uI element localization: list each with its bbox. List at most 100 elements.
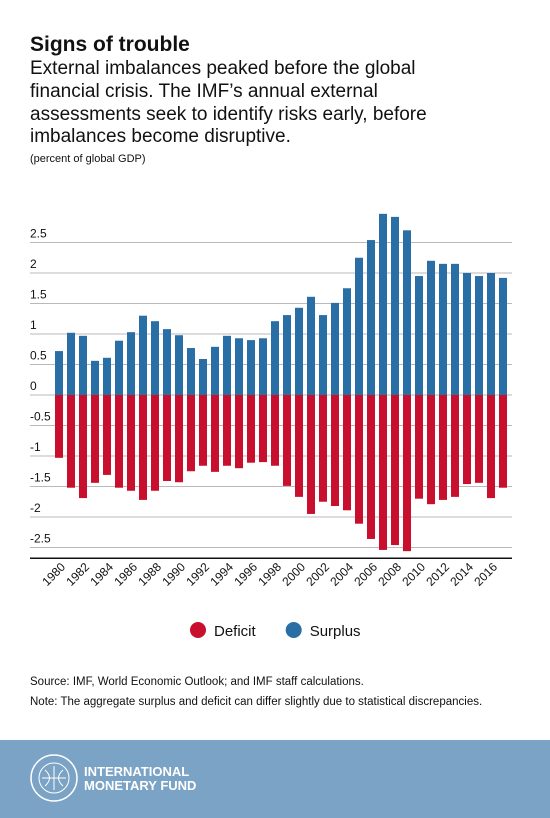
bar [55,395,63,458]
y-tick-label: 1.5 [30,288,47,302]
x-tick-label: 2010 [399,560,428,589]
subtitle: assessments seek to identify risks early… [30,104,427,125]
x-tick-label: 1992 [183,560,212,589]
bar [163,395,171,482]
y-tick-label: 2.5 [30,227,47,241]
bar [427,395,435,505]
bar [355,257,363,395]
bar [223,335,231,395]
y-axis-label: (percent of global GDP) [30,153,146,165]
subtitle: imbalances become disruptive. [30,126,291,147]
x-tick-label: 2004 [327,560,356,589]
bar [487,395,495,499]
y-tick-label: -1 [30,440,41,454]
subtitle: External imbalances peaked before the gl… [30,58,416,79]
bar [367,395,375,539]
bar [163,329,171,395]
bar [271,395,279,466]
bar [211,395,219,472]
chart-title: Signs of trouble [30,33,190,56]
bar [103,395,111,475]
bar [295,395,303,497]
bar [103,357,111,395]
bar [499,395,507,488]
bar [379,213,387,395]
bar [259,338,267,395]
bar [259,395,267,463]
bar [235,395,243,469]
bar [367,240,375,395]
legend-swatch [285,622,302,638]
bar [139,395,147,500]
y-tick-label: -2.5 [30,532,51,546]
bar [439,395,447,500]
subtitle: financial crisis. The IMF’s annual exter… [30,81,378,102]
bar [487,273,495,395]
bar [211,346,219,395]
bar [199,359,207,395]
bar [307,296,315,395]
bar [415,276,423,395]
x-tick-label: 1998 [255,560,284,589]
bar [235,338,243,395]
bar [319,315,327,395]
bar [403,395,411,552]
x-tick-label: 1982 [63,560,92,589]
bar [247,395,255,463]
legend-swatch [190,622,206,638]
bar [247,340,255,395]
x-tick-label: 1984 [87,560,116,589]
bar [319,395,327,502]
bar [199,395,207,466]
bar [343,288,351,395]
bar [463,273,471,395]
bar [391,216,399,395]
bar [151,321,159,395]
y-tick-label: 2 [30,257,37,271]
bar [499,277,507,395]
x-tick-label: 2014 [447,560,476,589]
bar [67,395,75,488]
bar [475,395,483,483]
bar [379,395,387,550]
bar [55,351,63,395]
x-tick-label: 1994 [207,560,236,589]
bar [331,395,339,507]
bar [139,315,147,395]
x-tick-label: 1990 [159,560,188,589]
bar [439,263,447,395]
org-name: MONETARY FUND [84,778,196,793]
y-tick-label: -1.5 [30,471,51,485]
y-tick-label: 0.5 [30,349,47,363]
y-tick-label: -2 [30,501,41,515]
x-tick-label: 1988 [135,560,164,589]
x-tick-label: 1980 [39,560,68,589]
source-note: Source: IMF, World Economic Outlook; and… [30,676,364,688]
bar [271,321,279,395]
bar [283,395,291,486]
x-tick-label: 1996 [231,560,260,589]
bar [223,395,231,466]
x-tick-label: 2016 [471,560,500,589]
y-tick-label: -0.5 [30,410,51,424]
bar [127,395,135,491]
bar [343,395,351,511]
bar [175,335,183,395]
bar [283,315,291,395]
bar [91,360,99,395]
org-name: INTERNATIONAL [84,764,189,779]
y-tick-label: 0 [30,379,37,393]
bar [115,340,123,395]
footer-band [0,740,550,818]
note: Note: The aggregate surplus and deficit … [30,696,482,708]
x-tick-label: 2002 [303,560,332,589]
bar [187,395,195,472]
bar [451,395,459,497]
bar [175,395,183,483]
bar [355,395,363,524]
bar [427,260,435,395]
imf-logo [30,754,78,802]
x-tick-label: 1986 [111,560,140,589]
bar [307,395,315,514]
